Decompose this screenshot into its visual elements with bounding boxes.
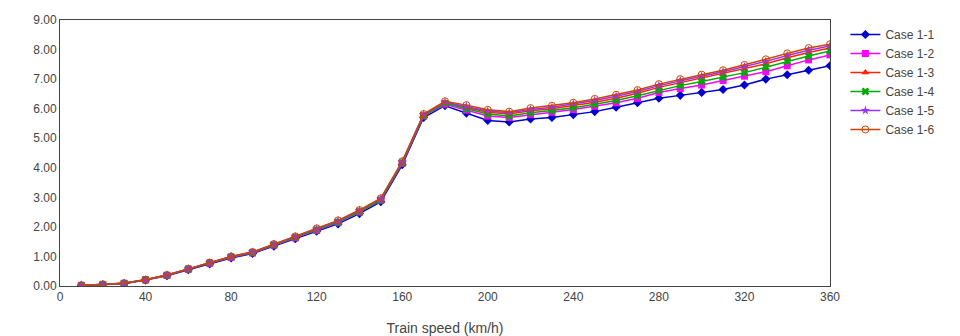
svg-text:320: 320 — [734, 290, 754, 304]
svg-text:Case 1-6: Case 1-6 — [885, 123, 934, 137]
svg-text:200: 200 — [478, 290, 498, 304]
svg-text:Case 1-4: Case 1-4 — [885, 85, 934, 99]
svg-text:7.00: 7.00 — [33, 72, 57, 86]
svg-text:3.00: 3.00 — [33, 191, 57, 205]
svg-text:Case 1-3: Case 1-3 — [885, 66, 934, 80]
svg-text:120: 120 — [307, 290, 327, 304]
svg-text:280: 280 — [649, 290, 669, 304]
svg-text:0: 0 — [57, 290, 64, 304]
svg-text:40: 40 — [139, 290, 153, 304]
svg-text:8.00: 8.00 — [33, 43, 57, 57]
svg-text:9.00: 9.00 — [33, 13, 57, 27]
svg-text:4.00: 4.00 — [33, 161, 57, 175]
svg-text:160: 160 — [392, 290, 412, 304]
svg-text:360: 360 — [820, 290, 840, 304]
svg-text:80: 80 — [224, 290, 238, 304]
svg-text:6.00: 6.00 — [33, 102, 57, 116]
svg-text:Case 1-5: Case 1-5 — [885, 104, 934, 118]
svg-text:Case 1-1: Case 1-1 — [885, 28, 934, 42]
svg-text:0.00: 0.00 — [33, 279, 57, 293]
svg-text:1.00: 1.00 — [33, 250, 57, 264]
svg-text:240: 240 — [563, 290, 583, 304]
svg-text:Case 1-2: Case 1-2 — [885, 47, 934, 61]
svg-text:Train speed (km/h): Train speed (km/h) — [387, 320, 504, 336]
svg-text:2.00: 2.00 — [33, 220, 57, 234]
svg-text:5.00: 5.00 — [33, 131, 57, 145]
